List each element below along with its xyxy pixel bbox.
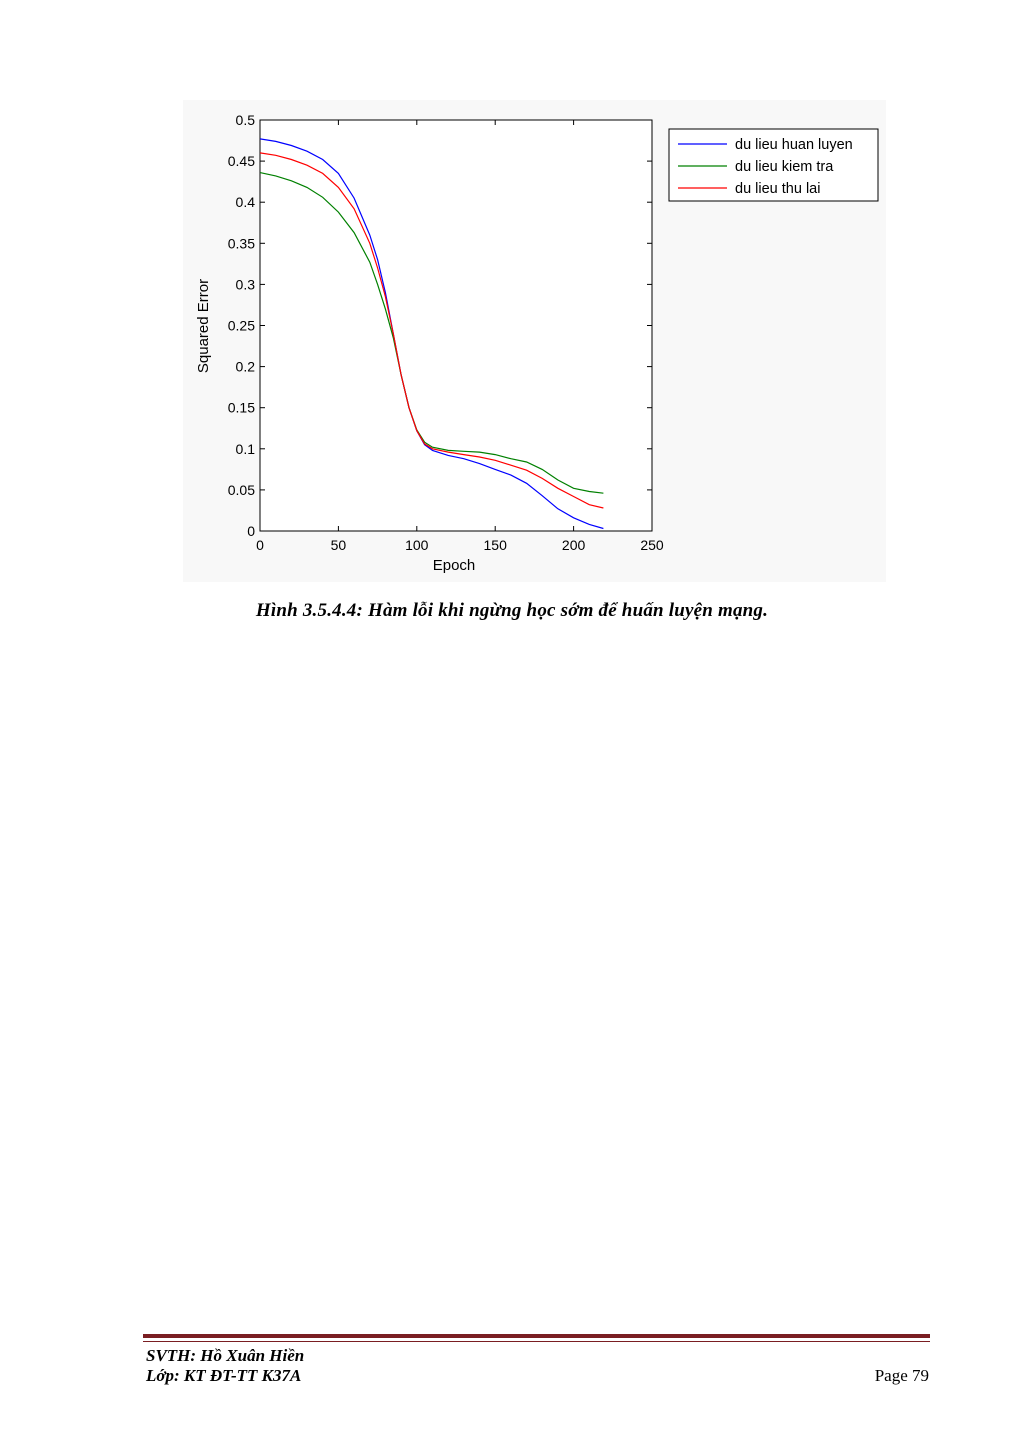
footer-author: SVTH: Hồ Xuân Hiền	[146, 1346, 305, 1365]
legend-label: du lieu kiem tra	[735, 159, 834, 175]
y-axis-label: Squared Error	[195, 279, 212, 373]
y-tick-label: 0.25	[228, 318, 255, 334]
y-tick-label: 0.2	[236, 359, 256, 375]
figure-chart: 0 0.05 0.1 0.15 0.2 0.25 0.3 0.35 0.4 0.45 0.5 0 50…	[183, 100, 886, 582]
legend-box	[668, 128, 879, 202]
y-tick-label: 0.5	[236, 112, 256, 128]
legend-label: du lieu thu lai	[735, 181, 820, 197]
y-tick-label: 0.35	[228, 235, 255, 251]
x-tick-label: 0	[256, 537, 264, 553]
page-number: Page 79	[874, 1366, 929, 1385]
y-tick-label: 0.1	[236, 441, 256, 457]
y-tick-label: 0.05	[228, 482, 255, 498]
line-chart: 0 0.05 0.1 0.15 0.2 0.25 0.3 0.35 0.4 0.45 0.5 0 50…	[195, 112, 879, 574]
legend-label: du lieu huan luyen	[735, 137, 853, 153]
legend: du lieu huan luyen du lieu kiem tra du lie…	[668, 128, 879, 202]
series-lines	[259, 138, 604, 530]
footer-rule-thin	[143, 1341, 930, 1342]
y-axis: 0 0.05 0.1 0.15 0.2 0.25 0.3 0.35 0.4 0.45 0.5	[228, 112, 652, 539]
y-tick-label: 0.45	[228, 153, 255, 169]
x-tick-label: 250	[640, 537, 664, 553]
series-line-3	[259, 152, 604, 509]
y-tick-label: 0	[247, 523, 255, 539]
x-tick-label: 50	[331, 537, 347, 553]
footer-class: Lớp: KT ĐT-TT K37A	[146, 1366, 302, 1385]
x-axis: 0 50 100 150 200 250	[256, 120, 664, 553]
plot-area	[259, 119, 653, 532]
footer-rule	[143, 1334, 930, 1338]
figure-caption: Hình 3.5.4.4: Hàm lỗi khi ngừng học sớm …	[255, 600, 769, 621]
x-tick-label: 150	[484, 537, 508, 553]
y-tick-label: 0.15	[228, 400, 255, 416]
x-tick-label: 100	[405, 537, 429, 553]
y-tick-label: 0.4	[236, 194, 256, 210]
y-tick-label: 0.3	[236, 276, 256, 292]
x-tick-label: 200	[562, 537, 586, 553]
x-axis-label: Epoch	[433, 557, 476, 574]
